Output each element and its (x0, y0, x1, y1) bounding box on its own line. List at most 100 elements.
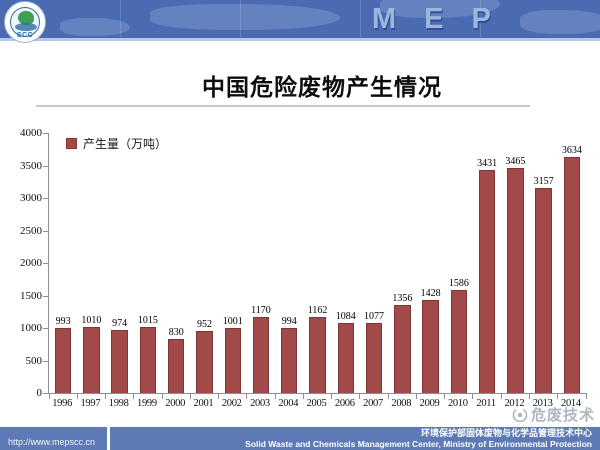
bar (337, 322, 354, 393)
footer-url[interactable]: http://www.mepscc.cn (0, 427, 107, 450)
x-axis-label: 1996 (52, 398, 73, 409)
y-axis-tick (43, 360, 49, 362)
x-axis-tick (76, 393, 78, 399)
x-axis-label: 2007 (363, 398, 383, 409)
bar (111, 329, 128, 393)
bar (309, 317, 326, 393)
bar-column: 3157 (530, 133, 558, 393)
bar (450, 289, 468, 393)
bar-column: 1428 (416, 133, 444, 393)
x-axis-label: 2008 (391, 398, 412, 409)
bar-column: 974 (106, 133, 134, 393)
x-axis-tick (161, 393, 163, 399)
bar-value-label: 994 (281, 316, 297, 328)
x-axis-tick (528, 393, 530, 399)
x-axis-tick (246, 393, 248, 399)
x-axis-label: 2005 (306, 398, 327, 409)
footer-org-block: 环境保护部固体废物与化学品管理技术中心 Solid Waste and Chem… (110, 427, 600, 450)
x-axis-tick (274, 393, 276, 399)
x-axis-label: 2012 (504, 398, 525, 409)
bar-value-label: 3465 (505, 155, 526, 167)
x-axis: 1996 1997 1998 1999 2000 2001 2002 2003 2004 2005… (48, 398, 585, 409)
legend-swatch (66, 138, 77, 149)
plot-area: 993 1010 974 1015 830 952 1001 1170 994 1162 1084 1… (43, 133, 587, 399)
y-axis-tick (43, 230, 49, 232)
bar-value-label: 993 (55, 316, 71, 328)
footer-org-en: Solid Waste and Chemicals Management Cen… (245, 438, 592, 449)
bar-value-label: 1001 (222, 315, 243, 327)
x-axis-tick (359, 393, 361, 399)
map-gridline (120, 0, 121, 38)
bar-value-label: 3634 (561, 144, 582, 156)
y-axis-tick (43, 263, 49, 264)
y-axis-tick (43, 393, 49, 394)
y-axis-label: 1500 (20, 289, 42, 302)
bar (563, 156, 581, 393)
y-axis-label: 3500 (20, 159, 42, 172)
bar-column: 3634 (558, 133, 586, 393)
x-axis-tick (500, 393, 502, 399)
bar-value-label: 1077 (364, 311, 385, 322)
bar-column: 952 (190, 133, 218, 393)
logo-text: SCC (16, 32, 34, 39)
bar-column: 3431 (473, 133, 501, 393)
x-axis-label: 2011 (476, 398, 496, 409)
footer-bar: http://www.mepscc.cn 环境保护部固体废物与化学品管理技术中心… (0, 427, 600, 450)
y-axis-tick (43, 198, 49, 199)
page-title: 中国危险废物产生情况 (202, 74, 442, 100)
bar-column: 1356 (388, 133, 416, 393)
bar (365, 323, 383, 393)
x-axis-tick (331, 393, 333, 399)
y-axis-label: 1000 (20, 322, 42, 334)
y-axis-label: 2000 (20, 257, 42, 269)
watermark-swirl-icon (512, 407, 528, 422)
bar-column: 1586 (445, 133, 473, 393)
x-axis-label: 1998 (108, 398, 129, 409)
x-axis-tick (557, 393, 559, 399)
y-axis-label: 3000 (20, 192, 42, 204)
worldmap-decoration (380, 0, 500, 18)
bar (535, 187, 552, 393)
bar-column: 1015 (134, 133, 162, 393)
y-axis-label: 500 (25, 354, 43, 367)
footer-org-cn: 环境保护部固体废物与化学品管理技术中心 (420, 427, 592, 438)
bar-column: 1001 (219, 133, 247, 393)
footer-divider (107, 427, 110, 450)
x-axis-tick (585, 393, 587, 399)
bar (422, 300, 439, 393)
bar (139, 327, 157, 393)
x-axis-label: 2002 (221, 398, 242, 409)
x-axis-label: 1997 (80, 398, 101, 409)
map-gridline (240, 0, 241, 38)
y-axis-label: 4000 (20, 127, 42, 139)
watermark-text: 危废技术 (530, 407, 595, 424)
title-divider (36, 105, 530, 107)
bar-column: 1010 (77, 133, 105, 393)
bar-value-label: 952 (196, 319, 212, 331)
bar (507, 167, 524, 393)
bar-column: 1077 (360, 133, 388, 393)
bar-value-label: 3431 (477, 158, 498, 169)
y-axis-label: 0 (36, 387, 43, 399)
bar-value-label: 1162 (307, 305, 328, 317)
x-axis-label: 2000 (165, 398, 186, 409)
x-axis-tick (133, 393, 135, 399)
watermark: 危废技术 (512, 404, 595, 425)
scc-logo: SCC (4, 1, 46, 43)
bar-value-label: 1356 (392, 292, 413, 304)
x-axis-label: 2001 (193, 398, 214, 409)
y-axis-tick (43, 295, 49, 297)
worldmap-decoration (520, 10, 600, 34)
bar-value-label: 1170 (251, 304, 271, 316)
header-banner: MEP (0, 0, 600, 41)
bar-column: 1170 (247, 133, 275, 393)
x-axis-label: 2006 (334, 398, 355, 409)
x-axis-label: 2014 (561, 398, 581, 409)
bar-column: 1084 (332, 133, 360, 393)
bar-chart: 4000 3500 3000 2500 2000 1500 1000 500 0 993 1010… (0, 127, 600, 419)
bar (54, 328, 72, 393)
bar-value-label: 3157 (533, 175, 554, 187)
bar-column: 994 (275, 133, 303, 393)
title-block: 中国危险废物产生情况 (0, 38, 600, 107)
